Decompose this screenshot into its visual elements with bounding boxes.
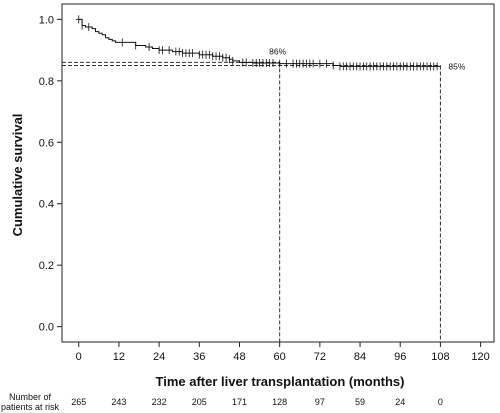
x-tick-label: 108 [431,351,449,363]
risk-count: 243 [111,397,126,407]
risk-count: 59 [355,397,365,407]
y-axis-title: Cumulative survival [10,114,25,237]
y-tick-label: 0.6 [39,137,54,149]
x-tick-label: 84 [354,351,366,363]
x-tick-label: 24 [153,351,165,363]
risk-table: 265 243 232 205 171 128 97 59 24 0 [71,397,443,407]
y-tick-label: 0.4 [39,199,54,211]
y-tick-label: 1.0 [39,14,54,26]
x-tick-label: 12 [113,351,125,363]
annotation-85: 85% [448,61,465,71]
y-tick-label: 0.8 [39,76,54,88]
y-tick-label: 0.2 [39,260,54,272]
censor-marks [75,15,438,71]
risk-count: 0 [438,397,443,407]
risk-count: 171 [232,397,247,407]
risk-count: 97 [315,397,325,407]
reference-lines [62,61,441,342]
x-tick-label: 0 [76,351,82,363]
plot-frame [61,3,495,343]
x-tick-label: 48 [233,351,245,363]
x-tick-label: 72 [314,351,326,363]
risk-table-label-line1: Number of [9,392,52,402]
survival-curve [78,18,441,67]
axes: 0.0 0.2 0.4 0.6 0.8 1.0 0 12 24 36 48 60 72 84 96 108 12… [39,3,495,363]
km-step-line [78,18,441,67]
risk-count: 232 [152,397,167,407]
risk-count: 128 [272,397,287,407]
x-tick-label: 120 [471,351,489,363]
y-tick-label: 0.0 [39,322,54,334]
annotation-86: 86% [269,46,286,56]
risk-count: 24 [395,397,405,407]
risk-count: 205 [192,397,207,407]
risk-table-label-line2: patients at risk [1,402,60,412]
risk-count: 265 [71,397,86,407]
annotations: 86% 85% [269,46,466,71]
x-tick-label: 60 [274,351,286,363]
x-axis-title: Time after liver transplantation (months… [156,374,405,389]
x-tick-label: 96 [394,351,406,363]
x-tick-label: 36 [193,351,205,363]
